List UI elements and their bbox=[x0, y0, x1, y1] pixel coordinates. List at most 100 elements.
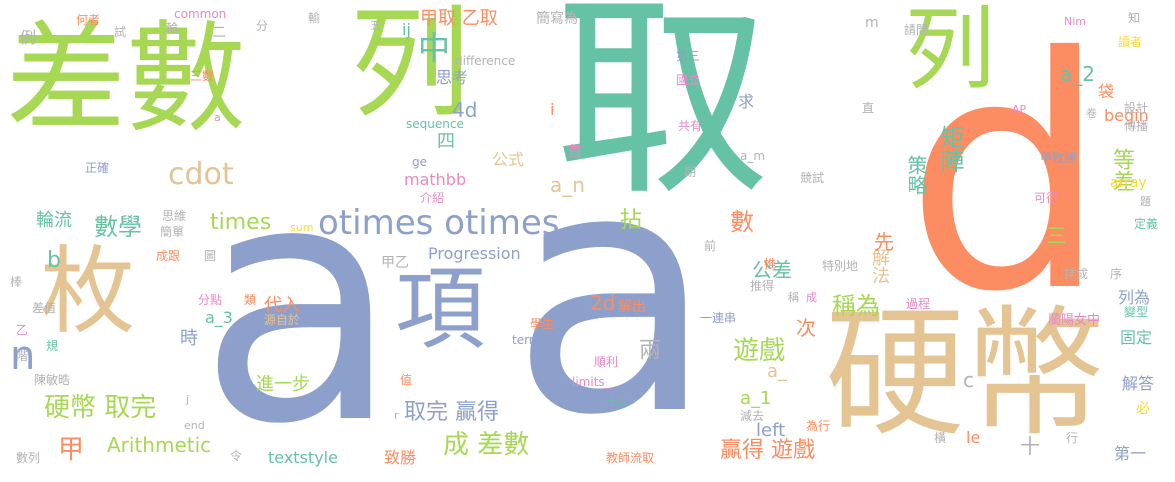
word: 過程 bbox=[906, 297, 931, 311]
word: a_3 bbox=[205, 308, 233, 327]
word: a bbox=[198, 112, 401, 482]
word: 數 bbox=[730, 208, 754, 236]
word: 知 bbox=[1128, 11, 1141, 25]
word: 類 bbox=[244, 293, 257, 307]
word: 時 bbox=[180, 328, 198, 349]
word: 數學 bbox=[94, 213, 142, 241]
word: 輪 bbox=[166, 21, 179, 35]
word: 源自於 bbox=[264, 313, 301, 327]
word: 代入 bbox=[264, 295, 300, 316]
word: 推 bbox=[764, 257, 777, 271]
word: 為行 bbox=[806, 419, 831, 433]
word: a bbox=[214, 111, 221, 124]
word: 4d bbox=[452, 98, 478, 122]
word: limits_ bbox=[572, 375, 611, 389]
word: 三數 bbox=[190, 69, 215, 83]
word: 差數 bbox=[6, 10, 246, 149]
word: a bbox=[510, 99, 716, 482]
word: 拈 bbox=[620, 208, 643, 233]
word: 分點 bbox=[198, 293, 223, 307]
word: 取 bbox=[555, 0, 770, 225]
word: 讀者 bbox=[1118, 35, 1143, 49]
word: a_2 bbox=[1060, 62, 1095, 86]
word: le bbox=[966, 428, 981, 447]
word: 二 bbox=[212, 25, 226, 41]
word: common bbox=[174, 7, 227, 21]
word: textstyle bbox=[268, 448, 338, 467]
word: 稱為 bbox=[832, 292, 880, 320]
word: 成 bbox=[806, 291, 817, 304]
word: 序 bbox=[1110, 267, 1123, 281]
word: sum bbox=[290, 221, 314, 234]
word: 2d bbox=[590, 291, 616, 315]
word: difference bbox=[455, 54, 516, 68]
word: 階 bbox=[16, 349, 29, 363]
word: cdot bbox=[168, 157, 234, 192]
word: 甲乙 bbox=[381, 255, 409, 271]
word: 等差 bbox=[1109, 148, 1134, 192]
word: 輪流 bbox=[36, 210, 72, 231]
word: 變型 bbox=[1124, 305, 1149, 319]
word: 矩陣 bbox=[936, 125, 964, 173]
word: 順利 bbox=[594, 355, 619, 369]
word: 規 bbox=[46, 339, 59, 353]
word: 正確 bbox=[85, 161, 110, 175]
word: 傳播 bbox=[1124, 119, 1149, 133]
word: 解答 bbox=[1122, 374, 1155, 393]
word: 介紹 bbox=[420, 191, 445, 205]
word: 期 bbox=[684, 165, 697, 179]
word: 硬幣 取完 bbox=[44, 393, 157, 423]
word: 十二 bbox=[606, 395, 628, 408]
word: 一連串 bbox=[700, 311, 737, 325]
word: 排成 bbox=[1064, 267, 1089, 281]
word: 陳敏晧 bbox=[34, 373, 71, 387]
word: 中 bbox=[418, 29, 451, 67]
word: 先 bbox=[874, 230, 894, 254]
word: 直 bbox=[862, 101, 875, 115]
word: ij bbox=[402, 20, 411, 39]
word: 共有 bbox=[678, 119, 703, 133]
word: 致勝 bbox=[384, 448, 417, 467]
word: 設計 bbox=[1124, 101, 1149, 115]
word: 簡單 bbox=[160, 225, 185, 239]
word: 枚 bbox=[40, 237, 136, 347]
word: 國立 bbox=[676, 73, 701, 87]
word: 項 bbox=[395, 257, 485, 362]
word: r bbox=[394, 409, 399, 422]
word: 輸 bbox=[308, 11, 321, 25]
word: 例 bbox=[20, 28, 37, 47]
word: 減去 bbox=[740, 409, 765, 423]
word: 第三 bbox=[676, 49, 701, 63]
word: 圖 bbox=[204, 249, 217, 263]
word: 三 bbox=[1043, 225, 1067, 245]
word: 橫 bbox=[934, 431, 947, 445]
word: 數列 bbox=[16, 451, 41, 465]
word: 何者 bbox=[76, 13, 101, 27]
word: 四 bbox=[437, 131, 455, 152]
word: 列 bbox=[905, 0, 995, 102]
word: a_1 bbox=[740, 388, 772, 409]
word: 思考 bbox=[436, 68, 469, 87]
word: 遊戲 bbox=[733, 336, 786, 366]
word: n bbox=[10, 333, 36, 379]
word: 必 bbox=[1136, 401, 1150, 417]
word: 請問 bbox=[904, 23, 929, 37]
word: Nim bbox=[1064, 15, 1086, 28]
word: 成 差數 bbox=[443, 430, 530, 460]
word: c bbox=[963, 368, 974, 392]
word: m bbox=[865, 15, 879, 31]
word: 競試 bbox=[800, 171, 825, 185]
word: 稱 bbox=[788, 291, 799, 304]
word: a_ bbox=[767, 361, 788, 382]
word: 甲 bbox=[58, 435, 85, 465]
word: 試 bbox=[114, 25, 127, 39]
word: 第一 bbox=[1114, 444, 1147, 463]
word: 袋 bbox=[1098, 82, 1115, 101]
word: 甲致勝 bbox=[1040, 151, 1077, 165]
word: end bbox=[184, 419, 205, 432]
word: times bbox=[210, 210, 272, 235]
word: otimes otimes bbox=[318, 203, 560, 243]
word: 策略 bbox=[904, 155, 928, 195]
word: 贏得 遊戲 bbox=[720, 438, 815, 463]
